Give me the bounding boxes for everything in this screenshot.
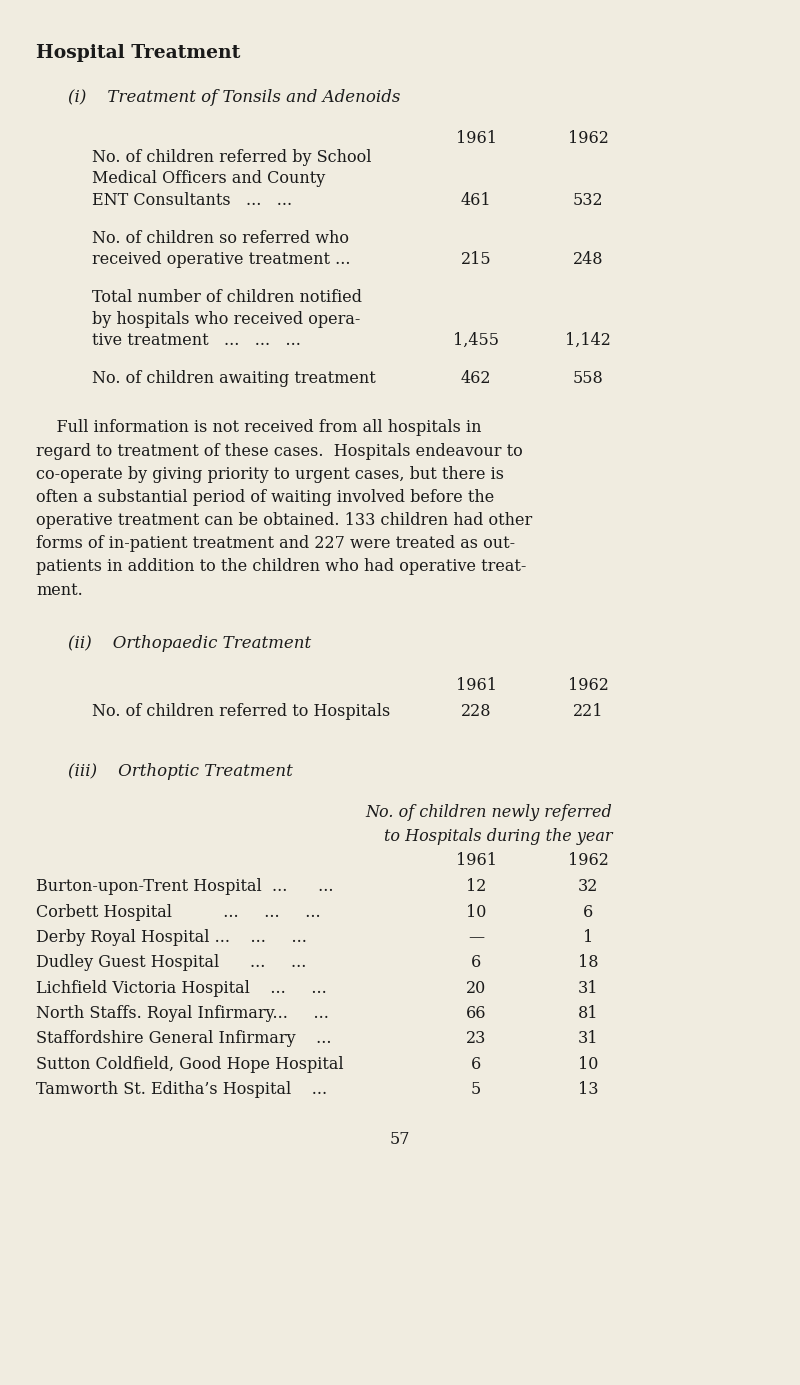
Text: Tamworth St. Editha’s Hospital    ...: Tamworth St. Editha’s Hospital ... (36, 1082, 327, 1098)
Text: co-operate by giving priority to urgent cases, but there is: co-operate by giving priority to urgent … (36, 465, 504, 483)
Text: Medical Officers and County: Medical Officers and County (92, 170, 326, 187)
Text: tive treatment   ...   ...   ...: tive treatment ... ... ... (92, 332, 301, 349)
Text: 10: 10 (466, 904, 486, 921)
Text: 12: 12 (466, 878, 486, 896)
Text: No. of children newly referred: No. of children newly referred (366, 805, 612, 821)
Text: 31: 31 (578, 1030, 598, 1047)
Text: Staffordshire General Infirmary    ...: Staffordshire General Infirmary ... (36, 1030, 331, 1047)
Text: 228: 228 (461, 702, 491, 720)
Text: No. of children awaiting treatment: No. of children awaiting treatment (92, 370, 376, 388)
Text: 18: 18 (578, 954, 598, 971)
Text: 532: 532 (573, 191, 603, 209)
Text: 1,142: 1,142 (565, 332, 611, 349)
Text: No. of children referred by School: No. of children referred by School (92, 148, 371, 166)
Text: (ii)    Orthopaedic Treatment: (ii) Orthopaedic Treatment (68, 636, 311, 652)
Text: 215: 215 (461, 251, 491, 269)
Text: ment.: ment. (36, 582, 82, 598)
Text: 462: 462 (461, 370, 491, 388)
Text: No. of children referred to Hospitals: No. of children referred to Hospitals (92, 702, 390, 720)
Text: Hospital Treatment: Hospital Treatment (36, 44, 240, 62)
Text: No. of children so referred who: No. of children so referred who (92, 230, 349, 247)
Text: forms of in-patient treatment and 227 were treated as out-: forms of in-patient treatment and 227 we… (36, 535, 515, 553)
Text: Derby Royal Hospital ...    ...     ...: Derby Royal Hospital ... ... ... (36, 929, 307, 946)
Text: 10: 10 (578, 1055, 598, 1073)
Text: Sutton Coldfield, Good Hope Hospital: Sutton Coldfield, Good Hope Hospital (36, 1055, 344, 1073)
Text: 1961: 1961 (455, 677, 497, 694)
Text: Total number of children notified: Total number of children notified (92, 289, 362, 306)
Text: 5: 5 (471, 1082, 481, 1098)
Text: 6: 6 (471, 954, 481, 971)
Text: Full information is not received from all hospitals in: Full information is not received from al… (36, 420, 482, 436)
Text: 1962: 1962 (567, 130, 609, 147)
Text: 66: 66 (466, 1006, 486, 1022)
Text: 13: 13 (578, 1082, 598, 1098)
Text: Lichfield Victoria Hospital    ...     ...: Lichfield Victoria Hospital ... ... (36, 979, 326, 997)
Text: 1,455: 1,455 (453, 332, 499, 349)
Text: 1961: 1961 (455, 852, 497, 868)
Text: regard to treatment of these cases.  Hospitals endeavour to: regard to treatment of these cases. Hosp… (36, 443, 522, 460)
Text: 1961: 1961 (455, 130, 497, 147)
Text: by hospitals who received opera-: by hospitals who received opera- (92, 310, 360, 328)
Text: (i)    Treatment of Tonsils and Adenoids: (i) Treatment of Tonsils and Adenoids (68, 89, 400, 105)
Text: (iii)    Orthoptic Treatment: (iii) Orthoptic Treatment (68, 763, 293, 780)
Text: 1962: 1962 (567, 852, 609, 868)
Text: North Staffs. Royal Infirmary...     ...: North Staffs. Royal Infirmary... ... (36, 1006, 329, 1022)
Text: 20: 20 (466, 979, 486, 997)
Text: Dudley Guest Hospital      ...     ...: Dudley Guest Hospital ... ... (36, 954, 306, 971)
Text: 221: 221 (573, 702, 603, 720)
Text: 461: 461 (461, 191, 491, 209)
Text: operative treatment can be obtained. 133 children had other: operative treatment can be obtained. 133… (36, 512, 532, 529)
Text: 31: 31 (578, 979, 598, 997)
Text: 32: 32 (578, 878, 598, 896)
Text: patients in addition to the children who had operative treat-: patients in addition to the children who… (36, 558, 526, 576)
Text: 248: 248 (573, 251, 603, 269)
Text: 6: 6 (471, 1055, 481, 1073)
Text: 81: 81 (578, 1006, 598, 1022)
Text: —: — (468, 929, 484, 946)
Text: 6: 6 (583, 904, 593, 921)
Text: 558: 558 (573, 370, 603, 388)
Text: 1962: 1962 (567, 677, 609, 694)
Text: received operative treatment ...: received operative treatment ... (92, 251, 350, 269)
Text: often a substantial period of waiting involved before the: often a substantial period of waiting in… (36, 489, 494, 506)
Text: to Hospitals during the year: to Hospitals during the year (383, 828, 612, 845)
Text: 23: 23 (466, 1030, 486, 1047)
Text: Burton-upon-Trent Hospital  ...      ...: Burton-upon-Trent Hospital ... ... (36, 878, 334, 896)
Text: 57: 57 (390, 1132, 410, 1148)
Text: Corbett Hospital          ...     ...     ...: Corbett Hospital ... ... ... (36, 904, 321, 921)
Text: ENT Consultants   ...   ...: ENT Consultants ... ... (92, 191, 292, 209)
Text: 1: 1 (583, 929, 593, 946)
